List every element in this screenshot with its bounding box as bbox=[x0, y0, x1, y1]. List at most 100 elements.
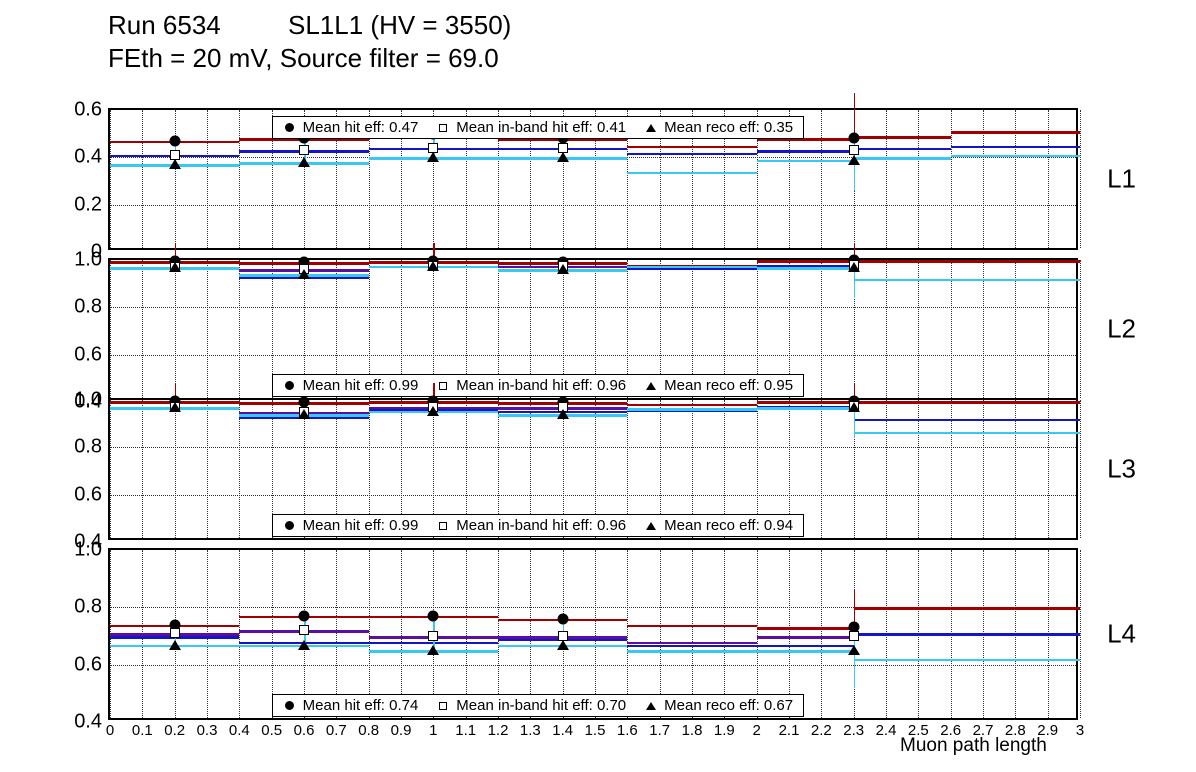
xtick-label-0: 0 bbox=[106, 722, 114, 739]
series-segment-cyan-l1-4 bbox=[627, 172, 756, 175]
ytick-label-l1-0.6: 0.6 bbox=[74, 99, 102, 122]
marker-triangle-reco-eff-l1-4[interactable] bbox=[848, 155, 860, 165]
marker-triangle-reco-eff-l2-4[interactable] bbox=[848, 262, 860, 272]
series-segment-blue-l4-7 bbox=[951, 633, 1080, 636]
legend-label-reco-eff-l3: Mean reco eff: 0.94 bbox=[664, 517, 793, 534]
gridline-vertical bbox=[821, 110, 822, 248]
xtick-label-0.7: 0.7 bbox=[326, 722, 347, 739]
ytick-label-l4-0.6: 0.6 bbox=[74, 653, 102, 676]
gridline-vertical bbox=[821, 260, 822, 398]
gridline-vertical bbox=[918, 110, 919, 248]
series-segment-cyan-l2-5 bbox=[757, 267, 854, 270]
series-segment-red-l2-5 bbox=[757, 260, 854, 263]
xaxis-title-label: Muon path length bbox=[900, 735, 1047, 757]
gridline-vertical bbox=[239, 550, 240, 718]
xtick-label-1.5: 1.5 bbox=[585, 722, 606, 739]
title-run: Run 6534 bbox=[108, 10, 221, 40]
gridline-vertical bbox=[821, 400, 822, 538]
ytick-label-l4-0.8: 0.8 bbox=[74, 596, 102, 619]
title-sl1l1: SL1L1 (HV = 3550) bbox=[288, 10, 511, 40]
marker-square-inband-hit-eff-l4-0[interactable] bbox=[170, 628, 180, 638]
marker-circle-hit-eff-l1-0[interactable] bbox=[169, 135, 180, 146]
xtick-label-0.5: 0.5 bbox=[261, 722, 282, 739]
marker-triangle-reco-eff-l2-3[interactable] bbox=[557, 264, 569, 274]
marker-circle-hit-eff-l4-3[interactable] bbox=[557, 613, 568, 624]
gridline-horizontal bbox=[110, 665, 1076, 666]
legend-label-inband-hit-eff-l3: Mean in-band hit eff: 0.96 bbox=[456, 517, 626, 534]
marker-triangle-reco-eff-l3-1[interactable] bbox=[298, 409, 310, 419]
legend-box-l2: Mean hit eff: 0.99 Mean in-band hit eff: … bbox=[272, 374, 804, 397]
series-segment-red-l4-7 bbox=[951, 607, 1080, 610]
marker-triangle-reco-eff-l3-4[interactable] bbox=[848, 402, 860, 412]
marker-triangle-reco-eff-l3-3[interactable] bbox=[557, 409, 569, 419]
gridline-vertical bbox=[207, 400, 208, 538]
marker-circle-hit-eff-l4-2[interactable] bbox=[428, 610, 439, 621]
marker-square-inband-hit-eff-l4-2[interactable] bbox=[428, 631, 438, 641]
marker-square-inband-hit-eff-l4-4[interactable] bbox=[849, 631, 859, 641]
ytick-label-l3-1: 1.0 bbox=[74, 389, 102, 412]
panel-label-l1: L1 bbox=[1107, 164, 1136, 195]
gridline-vertical bbox=[336, 550, 337, 718]
panel-label-l2: L2 bbox=[1107, 314, 1136, 345]
gridline-vertical bbox=[175, 400, 176, 538]
legend-label-inband-hit-eff-l2: Mean in-band hit eff: 0.96 bbox=[456, 377, 626, 394]
series-segment-blue-l1-7 bbox=[951, 146, 1080, 149]
series-segment-blue-l4-5 bbox=[757, 645, 854, 648]
xtick-label-0.8: 0.8 bbox=[358, 722, 379, 739]
marker-triangle-reco-eff-l1-3[interactable] bbox=[557, 152, 569, 162]
gridline-vertical bbox=[757, 550, 758, 718]
series-segment-blue-l3-6 bbox=[854, 419, 951, 422]
marker-triangle-reco-eff-l3-2[interactable] bbox=[427, 406, 439, 416]
gridline-vertical bbox=[1080, 260, 1081, 398]
marker-triangle-reco-eff-l2-1[interactable] bbox=[298, 269, 310, 279]
legend-label-hit-eff-l2: Mean hit eff: 0.99 bbox=[303, 377, 419, 394]
legend-label-hit-eff-l3: Mean hit eff: 0.99 bbox=[303, 517, 419, 534]
marker-triangle-reco-eff-l4-3[interactable] bbox=[557, 640, 569, 650]
gridline-vertical bbox=[1080, 110, 1081, 248]
gridline-vertical bbox=[142, 260, 143, 398]
series-segment-cyan-l3-4 bbox=[627, 408, 756, 411]
marker-triangle-reco-eff-l4-0[interactable] bbox=[169, 640, 181, 650]
marker-square-inband-hit-eff-l1-1[interactable] bbox=[299, 145, 309, 155]
series-segment-cyan-l4-6 bbox=[854, 659, 951, 662]
series-segment-cyan-l4-5 bbox=[757, 650, 854, 653]
series-segment-cyan-l2-7 bbox=[951, 279, 1080, 282]
series-segment-blue-l3-7 bbox=[951, 419, 1080, 422]
series-segment-cyan-l2-6 bbox=[854, 279, 951, 282]
marker-circle-hit-eff-l4-1[interactable] bbox=[299, 610, 310, 621]
marker-triangle-reco-eff-l3-0[interactable] bbox=[169, 402, 181, 412]
xtick-label-1.9: 1.9 bbox=[714, 722, 735, 739]
ytick-label-l2-0.6: 0.6 bbox=[74, 343, 102, 366]
marker-triangle-reco-eff-l1-0[interactable] bbox=[169, 159, 181, 169]
marker-triangle-reco-eff-l4-1[interactable] bbox=[298, 640, 310, 650]
marker-circle-hit-eff-l1-4[interactable] bbox=[848, 133, 859, 144]
chart-title-block: Run 6534 SL1L1 (HV = 3550) FEth = 20 mV,… bbox=[108, 10, 511, 74]
xtick-label-0.1: 0.1 bbox=[132, 722, 153, 739]
xtick-label-1.2: 1.2 bbox=[488, 722, 509, 739]
series-segment-red-l1-7 bbox=[951, 131, 1080, 134]
xtick-label-0.6: 0.6 bbox=[294, 722, 315, 739]
gridline-horizontal bbox=[110, 355, 1076, 356]
marker-triangle-reco-eff-l4-2[interactable] bbox=[427, 645, 439, 655]
marker-triangle-reco-eff-l2-2[interactable] bbox=[427, 261, 439, 271]
xtick-label-1.7: 1.7 bbox=[649, 722, 670, 739]
marker-triangle-reco-eff-l1-1[interactable] bbox=[298, 157, 310, 167]
ytick-label-l3-0.6: 0.6 bbox=[74, 483, 102, 506]
marker-triangle-reco-eff-l1-2[interactable] bbox=[427, 152, 439, 162]
legend-box-l3: Mean hit eff: 0.99 Mean in-band hit eff: … bbox=[272, 514, 804, 537]
series-segment-red-l3-5 bbox=[757, 401, 854, 404]
gridline-vertical bbox=[272, 550, 273, 718]
gridline-vertical bbox=[110, 110, 111, 248]
panel-label-l4: L4 bbox=[1107, 619, 1136, 650]
xtick-label-1.8: 1.8 bbox=[682, 722, 703, 739]
marker-triangle-reco-eff-l4-4[interactable] bbox=[848, 645, 860, 655]
marker-square-inband-hit-eff-l4-1[interactable] bbox=[299, 625, 309, 635]
series-segment-cyan-l3-6 bbox=[854, 432, 951, 435]
series-segment-blue-l1-4 bbox=[627, 153, 756, 156]
series-segment-red-l3-7 bbox=[951, 401, 1080, 404]
gridline-vertical bbox=[692, 550, 693, 718]
marker-triangle-reco-eff-l2-0[interactable] bbox=[169, 262, 181, 272]
gridline-horizontal bbox=[110, 205, 1076, 206]
legend-label-hit-eff-l1: Mean hit eff: 0.47 bbox=[303, 119, 419, 136]
series-segment-red-l1-6 bbox=[854, 136, 951, 139]
